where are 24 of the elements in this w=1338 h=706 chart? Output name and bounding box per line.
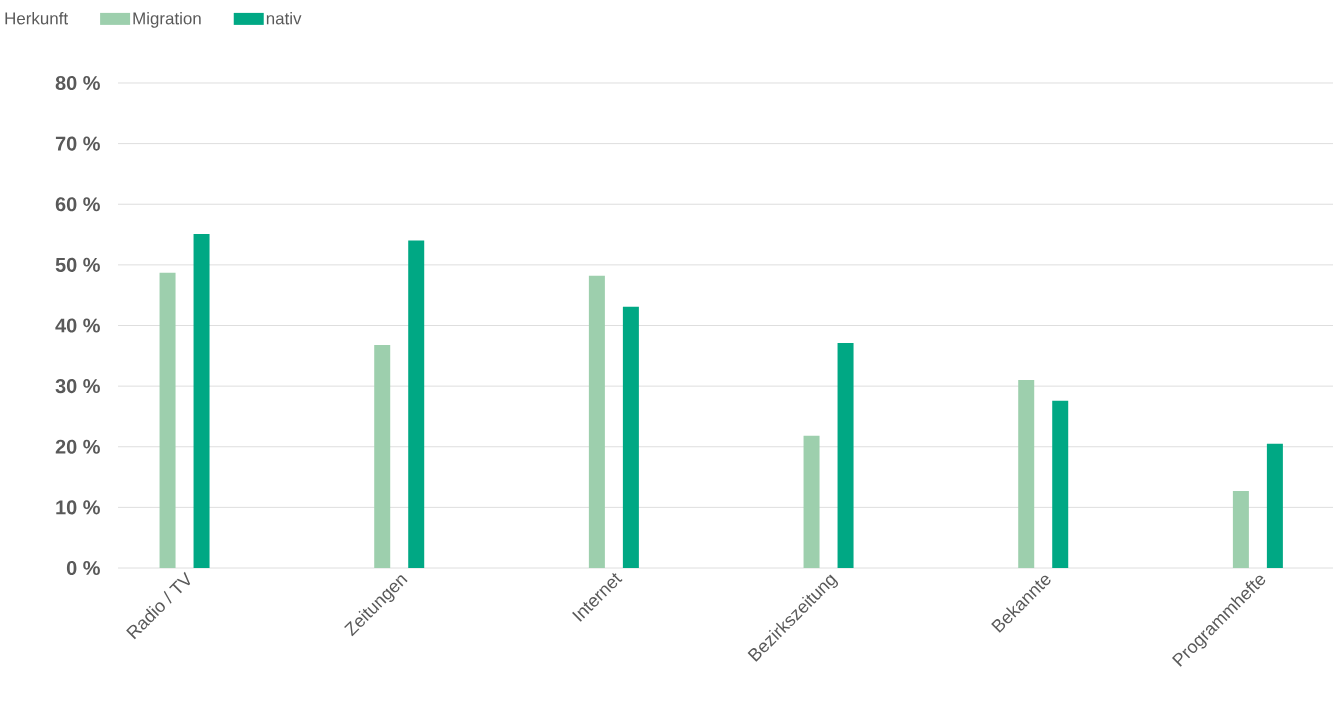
y-tick-label: 10 % bbox=[56, 500, 100, 515]
bar bbox=[193, 233, 210, 568]
y-tick-label: 40 % bbox=[55, 318, 100, 333]
bar bbox=[374, 344, 391, 568]
bar bbox=[622, 306, 639, 568]
bar bbox=[1266, 443, 1283, 568]
y-tick-label: 0 % bbox=[66, 560, 100, 576]
bar bbox=[1052, 400, 1069, 568]
bar bbox=[1018, 380, 1035, 568]
y-tick-label: 70 % bbox=[55, 136, 100, 151]
legend-label: Migration bbox=[133, 12, 201, 28]
y-tick-label: 60 % bbox=[55, 197, 100, 212]
bar bbox=[803, 435, 820, 568]
legend-label: nativ bbox=[266, 12, 302, 25]
bar bbox=[159, 272, 176, 568]
bar bbox=[408, 240, 425, 568]
bar bbox=[588, 275, 605, 568]
legend-title: Herkunft bbox=[5, 12, 68, 25]
y-tick-label: 50 % bbox=[55, 257, 100, 272]
bar bbox=[1232, 491, 1249, 568]
y-tick-label: 30 % bbox=[55, 379, 100, 394]
y-tick-label: 20 % bbox=[55, 439, 100, 454]
y-tick-label: 80 % bbox=[55, 75, 100, 91]
bar bbox=[837, 343, 854, 568]
